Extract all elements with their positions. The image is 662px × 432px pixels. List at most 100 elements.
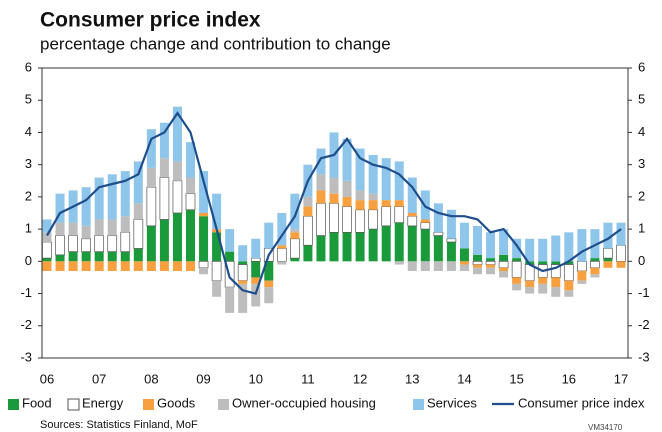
bar bbox=[473, 264, 482, 268]
bar bbox=[146, 129, 156, 168]
bar bbox=[94, 251, 104, 262]
bar bbox=[316, 235, 326, 262]
bar bbox=[603, 261, 613, 268]
bar bbox=[107, 219, 117, 236]
bar bbox=[42, 241, 52, 259]
bar bbox=[264, 222, 274, 249]
y-tick-label: 5 bbox=[25, 92, 32, 107]
bar bbox=[342, 196, 352, 207]
bar bbox=[146, 167, 156, 188]
bar bbox=[185, 193, 196, 211]
bar bbox=[172, 106, 182, 162]
bar bbox=[381, 225, 391, 262]
bar bbox=[355, 148, 365, 191]
bar bbox=[146, 261, 156, 271]
bar bbox=[551, 261, 561, 265]
x-tick-label: 09 bbox=[196, 371, 210, 386]
bar bbox=[68, 235, 78, 253]
bar bbox=[329, 193, 339, 204]
bar bbox=[120, 261, 130, 271]
bar bbox=[251, 261, 261, 278]
bar bbox=[459, 222, 469, 249]
y-tick-label: -3 bbox=[20, 349, 32, 364]
bar bbox=[538, 277, 548, 284]
bar bbox=[355, 200, 365, 210]
y2-tick-label: 0 bbox=[638, 253, 645, 268]
bar bbox=[81, 187, 91, 226]
bar bbox=[172, 261, 182, 271]
bar bbox=[316, 190, 326, 204]
bar bbox=[172, 213, 182, 262]
bar bbox=[446, 238, 457, 243]
bar bbox=[603, 222, 613, 249]
bar bbox=[342, 206, 352, 233]
bar bbox=[381, 206, 392, 227]
bar bbox=[577, 260, 587, 272]
bar bbox=[459, 248, 469, 262]
bar bbox=[212, 193, 222, 230]
bar bbox=[133, 203, 143, 220]
bar bbox=[250, 257, 261, 262]
legend-swatch bbox=[143, 399, 154, 410]
bar bbox=[277, 245, 287, 249]
bar bbox=[498, 260, 509, 269]
bar bbox=[355, 190, 365, 201]
bar bbox=[381, 158, 391, 201]
bar bbox=[525, 238, 535, 262]
bar bbox=[290, 232, 300, 239]
bar bbox=[342, 232, 352, 262]
bar bbox=[186, 142, 195, 178]
bar bbox=[42, 261, 52, 271]
bar bbox=[212, 280, 222, 297]
bar bbox=[94, 177, 104, 220]
bar bbox=[290, 238, 300, 259]
bar bbox=[551, 287, 561, 297]
bar bbox=[172, 161, 182, 181]
y-tick-label: 1 bbox=[25, 221, 32, 236]
y-tick-label: 0 bbox=[25, 253, 32, 268]
bar bbox=[459, 261, 469, 265]
bar bbox=[616, 222, 626, 246]
bar bbox=[368, 209, 378, 230]
bar bbox=[433, 203, 443, 233]
bar bbox=[590, 258, 600, 262]
bar bbox=[446, 242, 456, 262]
bar bbox=[107, 174, 117, 220]
code: VM34170 bbox=[588, 423, 623, 432]
bar bbox=[120, 251, 130, 262]
legend-label: Goods bbox=[157, 395, 196, 410]
x-tick-label: 10 bbox=[248, 371, 262, 386]
bar bbox=[368, 193, 378, 201]
bar bbox=[420, 229, 430, 262]
bar bbox=[120, 231, 131, 253]
bar bbox=[238, 283, 248, 313]
y2-tick-label: 1 bbox=[638, 221, 645, 236]
legend-label: Energy bbox=[82, 395, 124, 410]
legend-swatch bbox=[67, 398, 80, 411]
x-tick-label: 08 bbox=[144, 371, 158, 386]
y-tick-label: 4 bbox=[25, 124, 32, 139]
legend-label: Food bbox=[22, 395, 52, 410]
bar bbox=[538, 261, 548, 265]
bar bbox=[485, 260, 496, 265]
bar bbox=[577, 280, 587, 284]
bar bbox=[303, 215, 313, 246]
x-tick-label: 07 bbox=[92, 371, 106, 386]
bar bbox=[264, 287, 274, 304]
legend-swatch bbox=[8, 399, 19, 410]
bar bbox=[616, 244, 626, 262]
bar bbox=[433, 235, 443, 262]
cpi-line bbox=[46, 111, 622, 295]
y2-tick-label: 2 bbox=[638, 188, 645, 203]
legend-swatch bbox=[218, 399, 229, 410]
x-tick-label: 15 bbox=[509, 371, 523, 386]
x-tick-label: 13 bbox=[405, 371, 419, 386]
bar bbox=[616, 261, 626, 268]
bar bbox=[133, 161, 143, 204]
source: Sources: Statistics Finland, MoF bbox=[40, 419, 198, 431]
bar bbox=[538, 238, 548, 262]
bar bbox=[238, 280, 248, 284]
bar bbox=[355, 232, 365, 262]
bar bbox=[381, 200, 391, 207]
